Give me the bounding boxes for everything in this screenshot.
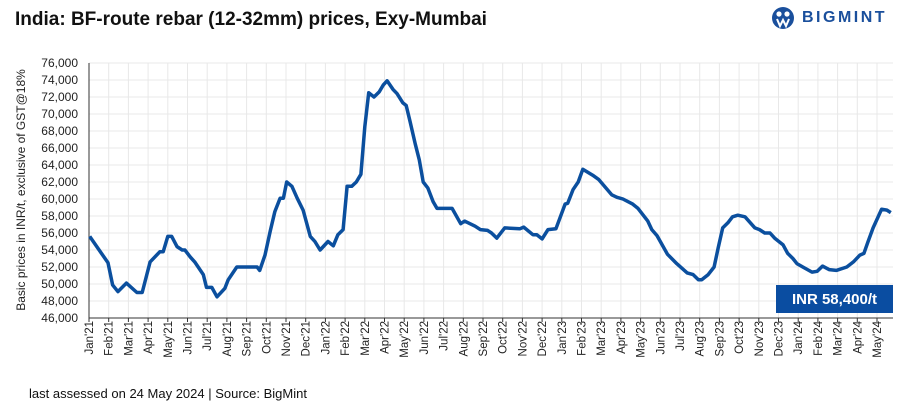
x-tick-label: Feb'21 <box>104 321 116 356</box>
x-tick-label: Mar'21 <box>123 321 135 356</box>
y-tick-label: 68,000 <box>41 124 78 138</box>
x-tick-label: Jan'22 <box>320 321 332 355</box>
bigmint-logo: BIGMINT <box>770 6 887 30</box>
y-tick-label: 62,000 <box>41 175 78 189</box>
x-tick-label: Oct'23 <box>734 321 746 354</box>
x-tick-label: Mar'22 <box>360 321 372 356</box>
x-tick-label: Aug'23 <box>695 321 707 356</box>
x-tick-label: Apr'22 <box>380 321 392 354</box>
bigmint-logo-icon <box>772 7 794 29</box>
gridlines <box>88 62 893 319</box>
y-tick-label: 60,000 <box>41 192 78 206</box>
x-tick-label: Mar'24 <box>833 320 845 355</box>
x-tick-label: Mar'23 <box>596 321 608 356</box>
x-tick-label: Jul'21 <box>202 321 214 351</box>
x-tick-label: Dec'22 <box>537 321 549 356</box>
x-tick-label: Oct'22 <box>498 321 510 354</box>
x-tick-label: Jul'23 <box>675 321 687 351</box>
x-tick-label: Jan'24 <box>793 320 805 354</box>
x-tick-label: Jun'23 <box>655 321 667 355</box>
x-tick-label: Sep'22 <box>478 321 490 356</box>
x-tick-label: Oct'21 <box>261 321 273 354</box>
y-tick-label: 52,000 <box>41 260 78 274</box>
x-axis-ticks: Jan'21 Feb'21 Mar'21 Apr'21 May'21 Jun'21 Jul'… <box>84 318 884 358</box>
x-tick-label: Dec'23 <box>774 321 786 356</box>
x-tick-label: Feb'24 <box>813 320 825 355</box>
x-tick-label: Jan'21 <box>84 321 96 355</box>
x-tick-label: Jul'22 <box>439 321 451 351</box>
y-tick-label: 50,000 <box>41 277 78 291</box>
y-tick-label: 56,000 <box>41 226 78 240</box>
x-tick-label: Sep'21 <box>242 321 254 356</box>
x-tick-label: May'24 <box>872 320 884 357</box>
x-tick-label: Nov'23 <box>754 321 766 356</box>
source-footer: last assessed on 24 May 2024 | Source: B… <box>29 386 307 401</box>
y-tick-label: 72,000 <box>41 90 78 104</box>
x-tick-label: Apr'23 <box>616 321 628 354</box>
x-tick-label: Jan'23 <box>557 321 569 355</box>
x-tick-label: May'21 <box>163 321 175 358</box>
x-tick-label: Nov'22 <box>517 321 529 356</box>
y-tick-label: 64,000 <box>41 158 78 172</box>
x-tick-label: Apr'24 <box>852 320 864 353</box>
x-tick-label: May'23 <box>636 321 648 358</box>
y-axis-label: Basic prices in INR/t, exclusive of GST@… <box>14 69 28 311</box>
y-tick-label: 66,000 <box>41 141 78 155</box>
x-tick-label: Jun'22 <box>419 321 431 355</box>
y-tick-label: 58,000 <box>41 209 78 223</box>
y-tick-label: 70,000 <box>41 107 78 121</box>
y-tick-label: 54,000 <box>41 243 78 257</box>
logo-wordmark: BIGMINT <box>802 9 888 26</box>
x-tick-label: Apr'21 <box>143 321 155 354</box>
chart-title: India: BF-route rebar (12-32mm) prices, … <box>15 9 487 30</box>
y-tick-label: 48,000 <box>41 294 78 308</box>
x-tick-label: Feb'22 <box>340 321 352 356</box>
price-series-line <box>88 79 892 299</box>
x-tick-label: Nov'21 <box>281 321 293 356</box>
x-tick-label: Aug'22 <box>458 321 470 356</box>
x-tick-label: Jun'21 <box>183 321 195 355</box>
x-tick-label: Sep'23 <box>714 321 726 356</box>
y-tick-label: 74,000 <box>41 73 78 87</box>
x-tick-label: Feb'23 <box>577 321 589 356</box>
x-tick-label: Aug'21 <box>222 321 234 356</box>
x-tick-label: Dec'21 <box>301 321 313 356</box>
y-axis-ticks: 46,000 48,000 50,000 52,000 54,000 56,000 58,0… <box>41 56 78 325</box>
y-tick-label: 46,000 <box>41 311 78 325</box>
x-tick-label: May'22 <box>399 321 411 358</box>
y-tick-label: 76,000 <box>41 56 78 70</box>
latest-price-badge: INR 58,400/t <box>776 285 893 313</box>
